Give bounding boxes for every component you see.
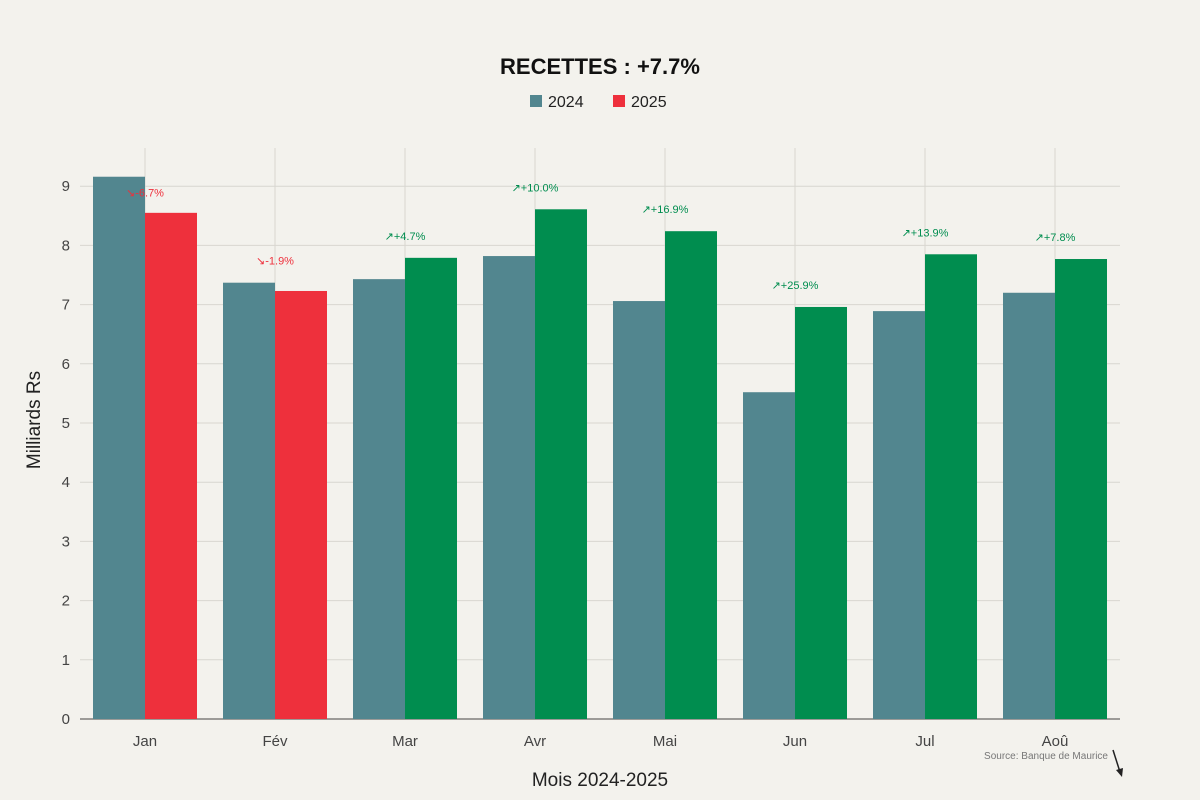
change-annotation: ↗+7.8% (1035, 232, 1076, 244)
bar-2024 (223, 282, 275, 719)
bar-2024 (353, 279, 405, 719)
x-tick-label: Jul (915, 733, 934, 750)
legend: 2024 2025 (530, 94, 667, 111)
y-tick-label: 5 (62, 415, 70, 432)
change-annotation: ↗+16.9% (642, 204, 689, 216)
bar-2025 (1055, 259, 1107, 719)
bar-2024 (613, 301, 665, 719)
y-tick-label: 4 (62, 474, 70, 491)
source-note: Source: Banque de Maurice (984, 751, 1108, 762)
y-tick-label: 1 (62, 652, 70, 669)
x-tick-label: Mai (653, 733, 677, 750)
x-tick-label: Mar (392, 733, 418, 750)
legend-swatch-2024 (530, 95, 542, 107)
y-axis-label: Milliards Rs (24, 371, 45, 469)
y-tick-label: 9 (62, 178, 70, 195)
change-annotation: ↘-6.7% (126, 188, 164, 200)
bar-2025 (925, 254, 977, 719)
bar-2024 (93, 176, 145, 719)
bar-2025 (535, 209, 587, 719)
x-axis-label: Mois 2024-2025 (532, 770, 668, 791)
change-annotation: ↗+25.9% (772, 280, 819, 292)
y-tick-label: 2 (62, 593, 70, 610)
x-tick-label: Aoû (1042, 733, 1069, 750)
bar-2024 (1003, 292, 1055, 719)
x-tick-label: Fév (262, 733, 288, 750)
bar-2025 (795, 306, 847, 719)
bar-2024 (743, 392, 795, 719)
y-tick-label: 0 (62, 711, 70, 728)
y-tick-label: 6 (62, 356, 70, 373)
y-tick-label: 8 (62, 237, 70, 254)
legend-label-2024: 2024 (548, 94, 584, 111)
bar-2024 (873, 311, 925, 719)
chart-title: RECETTES : +7.7% (500, 54, 700, 79)
x-tick-label: Jun (783, 733, 807, 750)
bar-2025 (405, 257, 457, 719)
bar-2025 (275, 290, 327, 719)
y-tick-label: 3 (62, 533, 70, 550)
change-annotation: ↗+13.9% (902, 227, 949, 239)
x-tick-label: Avr (524, 733, 546, 750)
legend-label-2025: 2025 (631, 94, 667, 111)
bar-2025 (145, 212, 197, 719)
change-annotation: ↗+4.7% (385, 231, 426, 243)
y-tick-label: 7 (62, 297, 70, 314)
change-annotation: ↘-1.9% (256, 256, 294, 268)
bar-2025 (665, 231, 717, 719)
change-annotation: ↗+10.0% (512, 182, 559, 194)
arrow-down-icon (1112, 749, 1123, 777)
bar-2024 (483, 256, 535, 719)
legend-swatch-2025 (613, 95, 625, 107)
x-tick-label: Jan (133, 733, 157, 750)
